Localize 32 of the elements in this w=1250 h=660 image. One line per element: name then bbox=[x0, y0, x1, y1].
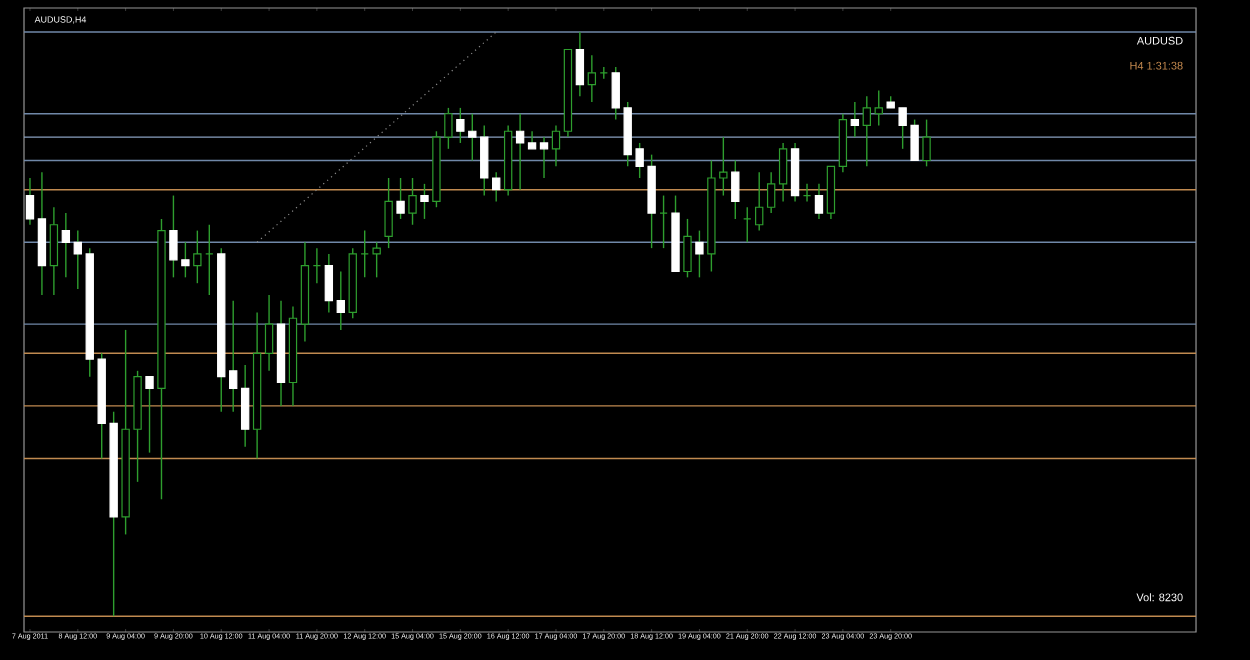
candlestick bbox=[193, 229, 202, 284]
candlestick bbox=[814, 183, 824, 220]
candlestick bbox=[515, 113, 525, 191]
candlestick bbox=[539, 136, 549, 179]
candlestick bbox=[551, 124, 561, 168]
candlestick bbox=[264, 294, 274, 372]
candlestick bbox=[49, 206, 59, 296]
candlestick bbox=[850, 101, 860, 138]
candlestick bbox=[922, 118, 931, 168]
candlestick bbox=[874, 89, 883, 127]
candlestick bbox=[384, 177, 393, 249]
candlestick bbox=[324, 253, 334, 314]
candlestick bbox=[826, 165, 836, 220]
candlestick bbox=[229, 300, 238, 413]
candlestick bbox=[575, 31, 585, 97]
candlestick bbox=[683, 218, 692, 279]
candlestick bbox=[336, 270, 345, 331]
candlestick bbox=[61, 212, 71, 279]
candlestick bbox=[372, 241, 381, 279]
candlestick bbox=[25, 177, 35, 226]
candlestick bbox=[766, 171, 776, 214]
candlestick bbox=[240, 364, 250, 448]
candlestick bbox=[790, 142, 800, 203]
candlestick bbox=[838, 113, 848, 173]
candlestick bbox=[778, 142, 788, 203]
candlestick bbox=[492, 171, 501, 203]
candlestick bbox=[587, 54, 597, 103]
candlestick bbox=[37, 171, 47, 296]
candlestick bbox=[755, 171, 764, 232]
candlestick bbox=[408, 177, 417, 226]
candlestick bbox=[862, 95, 871, 168]
candlestick bbox=[73, 229, 82, 290]
